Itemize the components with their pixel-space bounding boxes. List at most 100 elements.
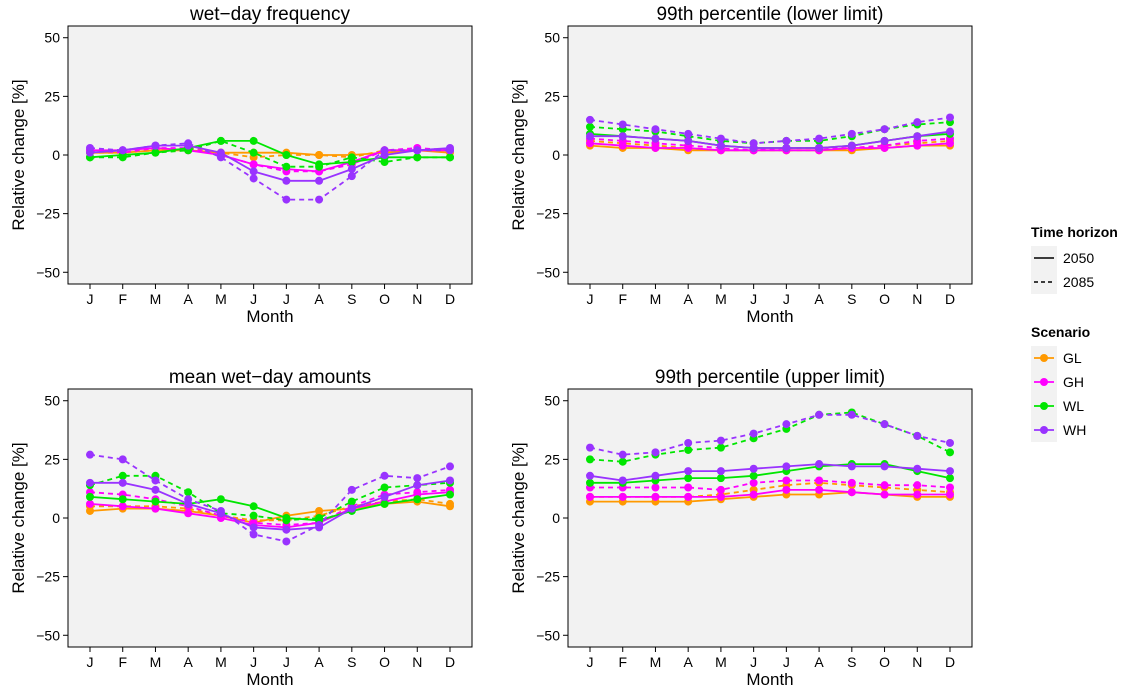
data-point-wl-2050 (946, 474, 954, 483)
chart-panel-2: 99th percentile (lower limit) 50 25 0 −25 −50… (509, 4, 973, 326)
data-point-gh-2050 (618, 492, 627, 501)
data-point-wl-2085 (946, 448, 954, 457)
data-point-wh-2050 (651, 134, 660, 143)
data-point-gh-2085 (651, 483, 660, 492)
data-point-wh-2085 (86, 143, 94, 152)
data-point-wh-2050 (782, 462, 791, 471)
data-point-gh-2085 (913, 481, 922, 490)
y-tick-label: 0 (552, 510, 560, 526)
data-point-wh-2085 (118, 455, 127, 464)
data-point-wl-2085 (380, 483, 389, 492)
data-point-wh-2085 (749, 139, 758, 148)
x-tick-label: A (184, 291, 194, 307)
data-point-wh-2085 (618, 120, 627, 129)
data-point-wh-2050 (815, 460, 824, 469)
x-axis-title: Month (246, 670, 293, 689)
data-point-wl-2050 (586, 478, 594, 487)
data-point-gh-2085 (815, 476, 824, 485)
data-point-wh-2085 (782, 420, 791, 429)
data-point-wh-2085 (118, 146, 127, 155)
series-line-wl-2050 (89, 139, 450, 166)
data-point-wh-2050 (249, 523, 258, 532)
data-point-gh-2085 (847, 478, 856, 487)
data-point-gh-2050 (651, 492, 660, 501)
data-point-wh-2050 (913, 464, 922, 473)
y-tick-label: −50 (36, 627, 60, 643)
data-point-gh-2050 (586, 492, 594, 501)
data-point-gh-2050 (946, 490, 954, 499)
x-tick-label: J (587, 654, 594, 670)
data-point-wh-2050 (946, 467, 954, 476)
data-point-wh-2050 (282, 525, 291, 534)
x-tick-label: A (314, 654, 324, 670)
data-point-wl-2085 (184, 488, 193, 497)
x-tick-label: A (684, 291, 694, 307)
series-line-gh-2050 (589, 142, 951, 152)
data-point-wh-2085 (684, 438, 693, 447)
data-point-wh-2085 (946, 113, 954, 122)
x-tick-label: D (945, 654, 955, 670)
legend-label-gl: GL (1063, 350, 1082, 366)
x-tick-label: N (912, 291, 922, 307)
data-point-wh-2085 (380, 146, 389, 155)
data-point-wh-2050 (380, 492, 389, 501)
series-line-gh-2085 (590, 479, 951, 491)
x-tick-label: J (750, 654, 757, 670)
x-tick-label: D (445, 291, 455, 307)
data-point-gh-2050 (847, 488, 856, 497)
y-tick-label: 25 (44, 88, 60, 104)
data-point-wh-2085 (315, 195, 324, 204)
y-tick-label: −50 (536, 264, 560, 280)
x-tick-label: F (118, 654, 127, 670)
data-point-wh-2085 (216, 153, 225, 162)
data-point-wh-2085 (413, 474, 422, 483)
y-tick-label: −50 (36, 264, 60, 280)
y-tick-label: 25 (544, 451, 560, 467)
chart-title: 99th percentile (upper limit) (655, 367, 885, 388)
x-tick-label: F (118, 291, 127, 307)
data-point-wh-2085 (86, 450, 94, 459)
data-point-wl-2085 (282, 162, 291, 171)
x-tick-label: A (314, 291, 324, 307)
x-tick-label: J (250, 291, 257, 307)
data-point-wh-2050 (118, 478, 127, 487)
data-point-wh-2085 (249, 174, 258, 183)
x-tick-label: M (215, 291, 227, 307)
data-point-wh-2050 (315, 176, 324, 185)
data-point-gh-2050 (118, 502, 127, 511)
x-tick-label: O (879, 654, 890, 670)
legend-marker-gh (1040, 378, 1048, 386)
series-line-gl-2050 (90, 149, 451, 156)
y-tick-label: −25 (36, 206, 60, 222)
x-tick-label: S (847, 654, 856, 670)
x-tick-label: J (783, 291, 790, 307)
data-point-gh-2050 (880, 490, 889, 499)
x-tick-label: S (347, 654, 356, 670)
series-line-wl-2050 (590, 463, 951, 484)
series-line-gl-2085 (590, 481, 951, 498)
series-line-wh-2085 (589, 413, 951, 456)
y-axis-title: Relative change [%] (509, 79, 528, 230)
data-point-gh-2050 (782, 485, 791, 494)
y-tick-label: 50 (44, 30, 60, 46)
data-point-wl-2050 (151, 497, 160, 506)
chart-panel-3: mean wet−day amounts 50 25 0 −25 −50 J F M A M J J A S… (9, 367, 473, 689)
data-point-wh-2050 (749, 464, 758, 473)
data-point-gh-2085 (749, 478, 758, 487)
x-tick-label: J (87, 291, 94, 307)
data-point-wh-2085 (847, 410, 856, 419)
data-point-gh-2050 (815, 485, 824, 494)
data-point-gh-2050 (913, 490, 922, 499)
data-point-wl-2085 (151, 148, 160, 157)
data-point-wl-2085 (249, 511, 258, 520)
data-point-wh-2050 (880, 462, 889, 471)
data-point-wh-2085 (815, 410, 824, 419)
x-tick-label: A (814, 291, 824, 307)
data-point-wh-2050 (347, 504, 356, 513)
x-tick-label: J (250, 654, 257, 670)
data-point-gh-2085 (946, 483, 954, 492)
legend-label-2085: 2085 (1063, 274, 1094, 290)
y-tick-label: 0 (52, 510, 60, 526)
series-line-wh-2050 (89, 144, 451, 182)
data-point-wl-2085 (249, 148, 258, 157)
